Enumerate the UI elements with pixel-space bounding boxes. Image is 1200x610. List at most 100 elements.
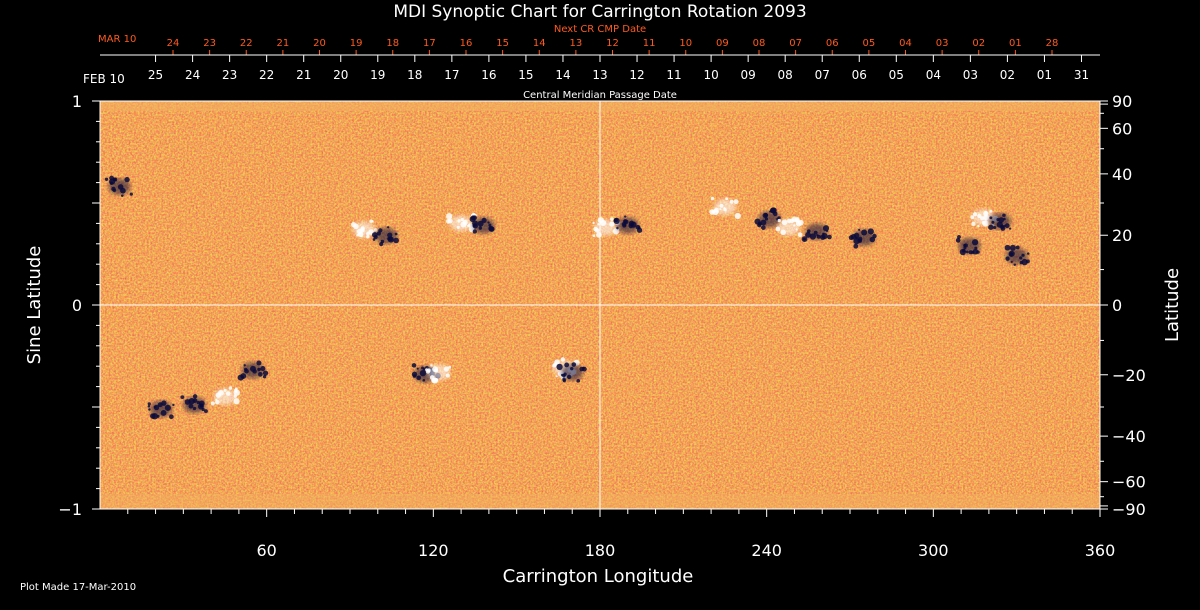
cmp-date-label: 05 bbox=[889, 68, 904, 82]
cmp-date-label: 31 bbox=[1074, 68, 1089, 82]
next-cr-date-label: 21 bbox=[277, 38, 290, 49]
active-region-negative bbox=[371, 226, 399, 247]
x-tick-label: 60 bbox=[256, 541, 276, 560]
next-cr-date-label: 12 bbox=[606, 38, 619, 49]
plot-made-footer: Plot Made 17-Mar-2010 bbox=[20, 582, 136, 593]
next-cr-date-label: 09 bbox=[716, 38, 729, 49]
cmp-date-label: 23 bbox=[222, 68, 237, 82]
y-axis-right-label: Latitude bbox=[1162, 268, 1183, 342]
next-cr-date-label: 11 bbox=[643, 38, 656, 49]
cmp-date-label: 11 bbox=[666, 68, 681, 82]
cmp-date-label: 06 bbox=[852, 68, 867, 82]
next-cr-date-label: 10 bbox=[679, 38, 692, 49]
active-region-negative bbox=[988, 213, 1012, 231]
y-right-tick-label: −40 bbox=[1112, 427, 1146, 446]
next-cr-date-label: 05 bbox=[863, 38, 876, 49]
active-region-negative bbox=[180, 394, 208, 413]
active-regions bbox=[104, 175, 1030, 420]
next-cr-date-label: 16 bbox=[460, 38, 473, 49]
cmp-date-label: 14 bbox=[555, 68, 570, 82]
y-right-tick-label: 90 bbox=[1112, 92, 1132, 111]
x-axis: 60 120 180 240 300 360 bbox=[127, 509, 1116, 560]
active-region-negative bbox=[469, 215, 495, 234]
active-region-negative bbox=[613, 215, 643, 234]
next-cr-date-label: 28 bbox=[1046, 38, 1059, 49]
y-axis-left-label: Sine Latitude bbox=[24, 246, 45, 365]
active-region-negative bbox=[147, 400, 175, 420]
next-cr-date-label: 08 bbox=[753, 38, 766, 49]
cmp-date-label: 09 bbox=[741, 68, 756, 82]
chart-title: MDI Synoptic Chart for Carrington Rotati… bbox=[393, 2, 806, 22]
active-region-negative bbox=[801, 223, 832, 242]
cmp-date-label: 10 bbox=[703, 68, 718, 82]
y-axis-right: 90 60 40 20 0 −20 −40 −60 −90 bbox=[1100, 92, 1146, 519]
cmp-date-label: 20 bbox=[333, 68, 348, 82]
next-cr-date-label: 17 bbox=[423, 38, 436, 49]
next-cr-date-label: 01 bbox=[1009, 38, 1022, 49]
active-region-positive bbox=[709, 196, 741, 220]
cmp-date-label: 03 bbox=[963, 68, 978, 82]
y-left-tick-label: 1 bbox=[72, 92, 82, 111]
next-cr-date-label: 13 bbox=[570, 38, 583, 49]
cmp-date-label: 18 bbox=[407, 68, 422, 82]
cmp-date-label: 12 bbox=[629, 68, 644, 82]
next-cr-date-label: 02 bbox=[972, 38, 985, 49]
x-tick-label: 120 bbox=[418, 541, 449, 560]
y-right-tick-label: 0 bbox=[1112, 296, 1122, 315]
next-cr-date-label: 23 bbox=[203, 38, 216, 49]
cmp-date-label: 15 bbox=[518, 68, 533, 82]
y-left-tick-label: −1 bbox=[58, 500, 82, 519]
cmp-date-label: 17 bbox=[444, 68, 459, 82]
cmp-caption: Central Meridian Passage Date bbox=[523, 90, 677, 101]
cmp-date-label: 16 bbox=[481, 68, 496, 82]
next-cr-date-label: 15 bbox=[496, 38, 509, 49]
cmp-date-label: 04 bbox=[926, 68, 941, 82]
x-tick-label: 300 bbox=[918, 541, 949, 560]
cmp-date-label: 07 bbox=[815, 68, 830, 82]
active-region-negative bbox=[556, 362, 587, 383]
x-tick-label: 240 bbox=[751, 541, 782, 560]
cmp-date-label: 02 bbox=[1000, 68, 1015, 82]
next-cr-date-label: 06 bbox=[826, 38, 839, 49]
y-right-tick-label: 40 bbox=[1112, 165, 1132, 184]
active-region-negative bbox=[754, 207, 781, 230]
next-cr-date-label: 24 bbox=[167, 38, 180, 49]
cmp-date-label: 19 bbox=[370, 68, 385, 82]
active-region-negative bbox=[104, 175, 133, 197]
active-region-positive bbox=[775, 216, 804, 238]
y-right-tick-label: −90 bbox=[1112, 500, 1146, 519]
cmp-date-label: 08 bbox=[778, 68, 793, 82]
active-region-positive bbox=[970, 209, 999, 228]
y-right-tick-label: −20 bbox=[1112, 366, 1146, 385]
active-region-positive bbox=[350, 219, 378, 239]
active-region-negative bbox=[237, 360, 269, 381]
active-region-positive bbox=[425, 364, 452, 384]
y-right-tick-label: −60 bbox=[1112, 473, 1146, 492]
active-region-negative bbox=[848, 228, 877, 249]
cmp-date-label: 01 bbox=[1037, 68, 1052, 82]
y-axis-left: 1 0 −1 bbox=[58, 92, 100, 519]
next-cr-date-label: 22 bbox=[240, 38, 253, 49]
y-right-tick-label: 60 bbox=[1112, 119, 1132, 138]
x-axis-label: Carrington Longitude bbox=[503, 566, 694, 587]
x-tick-label: 360 bbox=[1085, 541, 1116, 560]
next-cr-caption: Next CR CMP Date bbox=[554, 24, 646, 35]
next-cr-month-label: MAR 10 bbox=[98, 34, 136, 45]
cmp-date-scale: 25 24 23 22 21 20 19 18 17 16 15 14 13 12 11 10 09 08 07 06… bbox=[100, 54, 1100, 82]
active-region-positive bbox=[446, 212, 477, 233]
y-left-tick-label: 0 bbox=[72, 296, 82, 315]
cmp-date-label: 13 bbox=[592, 68, 607, 82]
cmp-date-label: 25 bbox=[148, 68, 163, 82]
active-region-negative bbox=[955, 235, 981, 256]
next-cr-date-label: 03 bbox=[936, 38, 949, 49]
next-cr-date-label: 04 bbox=[899, 38, 912, 49]
cmp-date-label: 24 bbox=[185, 68, 200, 82]
y-right-tick-label: 20 bbox=[1112, 226, 1132, 245]
next-cr-date-label: 19 bbox=[350, 38, 363, 49]
next-cr-date-label: 20 bbox=[313, 38, 326, 49]
x-tick-label: 180 bbox=[585, 541, 616, 560]
next-cr-date-label: 07 bbox=[789, 38, 802, 49]
next-cr-date-scale: 24 23 22 21 20 19 18 17 16 15 14 13 12 11 10 09 08 07 06 05… bbox=[167, 38, 1059, 55]
cmp-date-label: 21 bbox=[296, 68, 311, 82]
